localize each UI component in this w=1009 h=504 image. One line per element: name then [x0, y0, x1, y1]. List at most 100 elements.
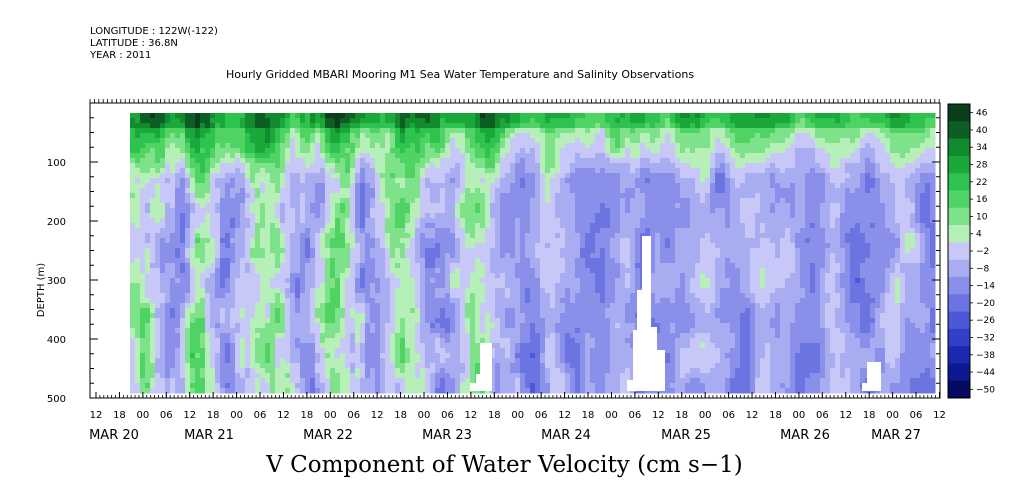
heat-cell	[220, 333, 226, 339]
heat-cell	[135, 148, 141, 154]
heat-cell	[410, 343, 416, 349]
heat-cell	[265, 283, 271, 289]
heat-cell	[290, 378, 296, 384]
heat-cell	[265, 333, 271, 339]
heat-cell	[400, 283, 406, 289]
heat-cell	[140, 193, 146, 199]
heat-cell	[495, 143, 501, 149]
heat-cell	[285, 118, 291, 124]
heat-cell	[555, 368, 561, 374]
heat-cell	[425, 238, 431, 244]
heat-cell	[445, 143, 451, 149]
heat-cell	[245, 213, 251, 219]
heat-cell	[480, 178, 486, 184]
heat-cell	[325, 228, 331, 234]
heat-cell	[230, 273, 236, 279]
heat-cell	[240, 223, 246, 229]
heat-cell	[465, 318, 471, 324]
heat-cell	[365, 213, 371, 219]
heat-cell	[185, 198, 191, 204]
heat-cell	[515, 118, 521, 124]
heat-cell	[315, 273, 321, 279]
heat-cell	[340, 148, 346, 154]
heat-cell	[240, 343, 246, 349]
heat-cell	[140, 198, 146, 204]
heat-cell	[345, 228, 351, 234]
heat-cell	[270, 368, 276, 374]
heat-cell	[235, 148, 241, 154]
heat-cell	[480, 263, 486, 269]
heat-cell	[305, 363, 311, 369]
heat-cell	[565, 188, 571, 194]
heat-cell	[135, 263, 141, 269]
heat-cell	[410, 303, 416, 309]
heat-cell	[560, 143, 566, 149]
heat-cell	[345, 343, 351, 349]
heat-cell	[350, 233, 356, 239]
heat-cell	[145, 298, 151, 304]
heat-cell	[560, 133, 566, 139]
heat-cell	[395, 128, 401, 134]
heat-cell	[470, 358, 476, 364]
heat-cell	[500, 158, 506, 164]
heat-cell	[430, 138, 436, 144]
heat-cell	[325, 233, 331, 239]
heat-cell	[245, 163, 251, 169]
heat-cell	[440, 258, 446, 264]
heat-cell	[365, 293, 371, 299]
heat-cell	[435, 148, 441, 154]
heat-cell	[165, 303, 171, 309]
heat-cell	[205, 163, 211, 169]
heat-cell	[570, 118, 576, 124]
heat-cell	[235, 278, 241, 284]
heat-cell	[270, 288, 276, 294]
heat-cell	[395, 363, 401, 369]
heat-cell	[320, 223, 326, 229]
heat-cell	[470, 158, 476, 164]
heat-cell	[525, 138, 531, 144]
heat-cell	[425, 338, 431, 344]
heat-cell	[330, 153, 336, 159]
heat-cell	[560, 363, 566, 369]
heat-cell	[420, 273, 426, 279]
heat-cell	[255, 193, 261, 199]
heat-cell	[370, 278, 376, 284]
heat-cell	[150, 243, 156, 249]
heat-cell	[300, 293, 306, 299]
heat-cell	[155, 368, 161, 374]
heat-cell	[190, 333, 196, 339]
heat-cell	[210, 123, 216, 129]
heat-cell	[335, 243, 341, 249]
heat-cell	[340, 328, 346, 334]
heat-cell	[375, 288, 381, 294]
heat-cell	[395, 288, 401, 294]
heat-cell	[545, 198, 551, 204]
heat-cell	[405, 223, 411, 229]
heat-cell	[390, 178, 396, 184]
heat-cell	[170, 388, 176, 394]
heat-cell	[435, 348, 441, 354]
heat-cell	[380, 138, 386, 144]
heat-cell	[490, 383, 496, 389]
heat-cell	[285, 158, 291, 164]
heat-cell	[190, 238, 196, 244]
heat-cell	[150, 113, 156, 119]
heat-cell	[175, 183, 181, 189]
heat-cell	[280, 323, 286, 329]
heat-cell	[480, 128, 486, 134]
heat-cell	[535, 203, 541, 209]
heat-cell	[250, 358, 256, 364]
heat-cell	[470, 208, 476, 214]
heat-cell	[145, 348, 151, 354]
heat-cell	[240, 373, 246, 379]
heat-cell	[510, 198, 516, 204]
heat-cell	[175, 298, 181, 304]
heat-cell	[200, 278, 206, 284]
heat-cell	[290, 123, 296, 129]
heat-cell	[320, 158, 326, 164]
heat-cell	[425, 128, 431, 134]
heat-cell	[375, 188, 381, 194]
heat-cell	[235, 238, 241, 244]
heat-cell	[450, 323, 456, 329]
heat-cell	[195, 258, 201, 264]
